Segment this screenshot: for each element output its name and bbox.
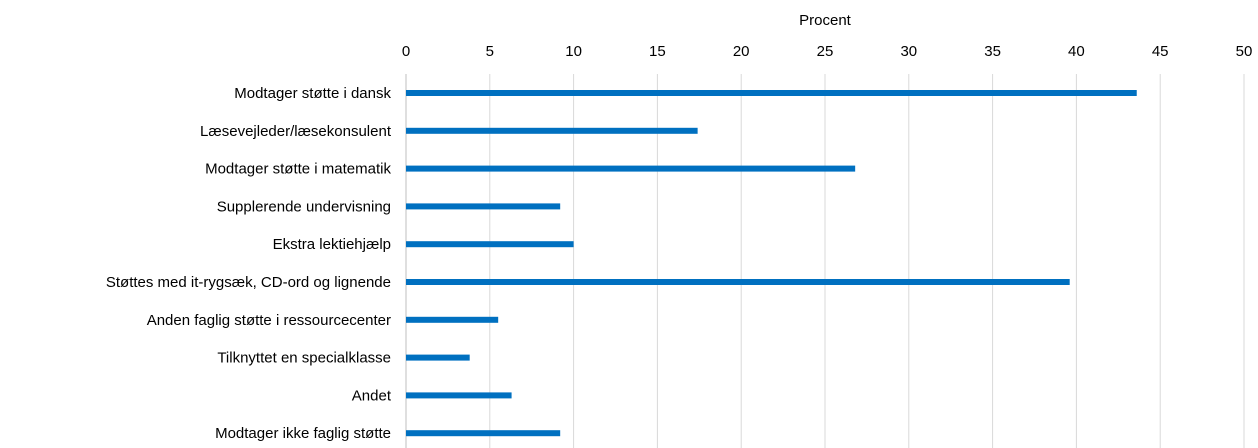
x-tick-label: 45	[1152, 43, 1169, 60]
bar	[406, 354, 470, 361]
x-axis-title: Procent	[799, 12, 852, 29]
category-label: Støttes med it-rygsæk, CD-ord og lignend…	[106, 274, 391, 291]
category-label: Tilknyttet en specialklasse	[217, 350, 391, 367]
category-label: Modtager støtte i matematik	[205, 161, 391, 178]
category-label: Supplerende undervisning	[217, 198, 391, 215]
x-tick-label: 35	[984, 43, 1001, 60]
category-label: Læsevejleder/læsekonsulent	[200, 123, 392, 140]
x-tick-label: 20	[733, 43, 750, 60]
bar	[406, 279, 1070, 285]
bars	[406, 90, 1137, 437]
x-tick-label: 10	[565, 43, 582, 60]
bar	[406, 392, 512, 399]
category-label: Modtager støtte i dansk	[234, 85, 391, 102]
x-tick-label: 0	[402, 43, 410, 60]
gridlines	[489, 74, 1245, 448]
category-labels: Modtager støtte i dansk Læsevejleder/læse…	[106, 85, 392, 442]
category-label: Modtager ikke faglig støtte	[215, 425, 391, 442]
bar	[406, 241, 574, 248]
category-label: Anden faglig støtte i ressourcecenter	[147, 312, 391, 329]
x-axis-ticks: 0 5 10 15 20 25 30 35 40 45 50	[402, 43, 1253, 60]
x-tick-label: 30	[900, 43, 917, 60]
x-tick-label: 25	[817, 43, 834, 60]
x-tick-label: 15	[649, 43, 666, 60]
bar	[406, 430, 561, 437]
x-tick-label: 5	[486, 43, 494, 60]
bar	[406, 127, 698, 134]
category-label: Ekstra lektiehjælp	[273, 236, 391, 253]
bar	[406, 165, 856, 172]
bar	[406, 203, 561, 210]
bar	[406, 90, 1137, 96]
x-tick-label: 40	[1068, 43, 1085, 60]
category-label: Andet	[352, 387, 392, 404]
x-tick-label: 50	[1236, 43, 1253, 60]
bar	[406, 316, 499, 323]
